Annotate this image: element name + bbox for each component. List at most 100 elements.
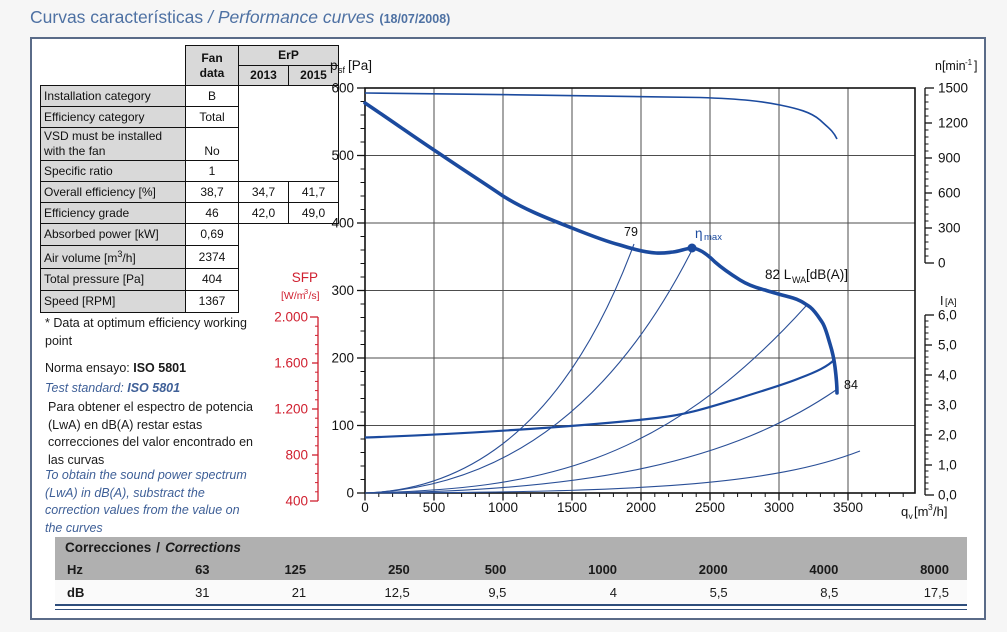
freq-value: 1000 [524, 558, 636, 580]
row-label: Absorbed power [kW] [40, 223, 186, 246]
row-value: 2374 [185, 245, 239, 269]
qv-axis-title: q [901, 504, 908, 519]
qv-tick-label: 2500 [695, 500, 725, 515]
svg-text:v: v [909, 511, 914, 521]
db-value: 17,5 [856, 580, 967, 604]
note-optimum-point: * Data at optimum efficiency working poi… [45, 316, 247, 348]
i-tick-label: 1,0 [938, 458, 957, 473]
db-value: 21 [227, 580, 325, 604]
sfp-tick-label: 1.600 [274, 356, 308, 371]
n-tick-label: 300 [938, 221, 961, 236]
i-tick-label: 6,0 [938, 308, 957, 323]
svg-text:[dB(A)]: [dB(A)] [806, 267, 848, 282]
note-corrections-en: To obtain the sound power spectrum (LwA)… [45, 468, 247, 535]
erp-2015-header: 2015 [288, 65, 339, 86]
i-tick-label: 2,0 [938, 428, 957, 443]
speed-curve [364, 92, 838, 140]
psf-tick-label: 0 [346, 486, 354, 501]
note-norma-ensayo: Norma ensayo: ISO 5801 [45, 361, 187, 375]
freq-value: 8000 [856, 558, 967, 580]
svg-text:max: max [704, 232, 722, 243]
freq-value: 4000 [745, 558, 857, 580]
svg-text:[m: [m [914, 504, 928, 519]
svg-text:/s]: /s] [309, 290, 320, 302]
label-84: 84 [844, 378, 858, 392]
qv-tick-label: 3500 [833, 500, 863, 515]
svg-text:-1: -1 [965, 58, 973, 67]
row-value: 1 [185, 160, 239, 182]
db-value: 9,5 [427, 580, 525, 604]
qv-tick-label: 3000 [764, 500, 794, 515]
row-label: Air volume [m3/h] [40, 245, 186, 269]
row-label: Specific ratio [40, 160, 186, 182]
fan-data-header: Fan data [185, 45, 239, 86]
psf-tick-label: 300 [331, 283, 354, 298]
system-curve-82 [364, 305, 807, 494]
system-curve-eta-max [364, 251, 692, 494]
n-tick-label: 1200 [938, 116, 968, 131]
freq-value: 2000 [635, 558, 746, 580]
db-label: dB [55, 580, 145, 604]
psf-axis-title: p [330, 58, 338, 73]
table-row: Efficiency grade 46 42,0 49,0 [40, 202, 339, 224]
psf-tick-label: 400 [331, 216, 354, 231]
freq-value: 500 [427, 558, 525, 580]
current-axis-title: I [940, 294, 943, 308]
hz-row: Hz 63 125 250 500 1000 2000 4000 8000 [55, 558, 967, 580]
svg-text:/h]: /h] [933, 504, 947, 519]
freq-value: 125 [227, 558, 325, 580]
figure-frame: Fan data ErP 2013 2015 Installation cate… [30, 37, 986, 620]
pressure-curve [363, 101, 839, 395]
current-curve [364, 358, 836, 439]
i-tick-label: 4,0 [938, 368, 957, 383]
title-english: / Performance curves [208, 7, 375, 27]
qv-tick-label: 1500 [557, 500, 587, 515]
system-curve-79 [364, 243, 635, 494]
sfp-tick-label: 800 [285, 448, 308, 463]
corrections-table: Hz 63 125 250 500 1000 2000 4000 8000 dB… [55, 558, 967, 604]
table-row: Absorbed power [kW] 0,69 [40, 223, 339, 246]
label-eta-max: η [695, 226, 703, 241]
note-correcciones-es: Para obtener el espectro de potencia (Lw… [48, 400, 253, 467]
row-value-2013: 42,0 [238, 202, 289, 224]
i-tick-label: 3,0 [938, 398, 957, 413]
note-test-standard: Test standard: ISO 5801 [45, 381, 181, 395]
psf-tick-label: 200 [331, 351, 354, 366]
psf-tick-label: 600 [331, 81, 354, 96]
eta-max-point [687, 243, 697, 253]
db-value: 4 [524, 580, 636, 604]
row-value: 404 [185, 268, 239, 291]
row-value: Total [185, 106, 239, 128]
svg-text:3: 3 [304, 287, 308, 296]
table-row: Specific ratio 1 [40, 160, 339, 182]
n-axis-title: n[min [935, 59, 966, 73]
qv-tick-label: 500 [423, 500, 446, 515]
corrections-section: Correcciones / Corrections Hz 63 125 250 5… [55, 537, 967, 610]
sfp-axis-title: SFP [292, 270, 318, 285]
svg-text:]: ] [974, 59, 977, 73]
row-label: Installation category [40, 85, 186, 107]
row-label: Overall efficiency [%] [40, 181, 186, 203]
svg-text:WA: WA [792, 275, 806, 285]
db-value: 5,5 [635, 580, 746, 604]
svg-text:[A]: [A] [945, 297, 957, 308]
db-row: dB 31 21 12,5 9,5 4 5,5 8,5 17,5 [55, 580, 967, 604]
freq-value: 250 [324, 558, 428, 580]
sfp-tick-label: 2.000 [274, 310, 308, 325]
row-value: 46 [185, 202, 239, 224]
row-value: 1367 [185, 290, 239, 313]
svg-text:3: 3 [928, 502, 933, 512]
qv-tick-label: 0 [361, 500, 369, 515]
row-value-2013: 34,7 [238, 181, 289, 203]
title-spanish: Curvas características [30, 7, 204, 27]
freq-value: 63 [145, 558, 228, 580]
system-curve-84 [364, 389, 837, 494]
row-value: B [185, 85, 239, 107]
n-tick-label: 1500 [938, 81, 968, 96]
row-value-2015: 49,0 [288, 202, 339, 224]
sfp-axis-units: [W/m [281, 290, 306, 302]
table-row: VSD must be installed with the fan No [40, 127, 339, 161]
page-title: Curvas características / Performance curv… [30, 7, 450, 28]
